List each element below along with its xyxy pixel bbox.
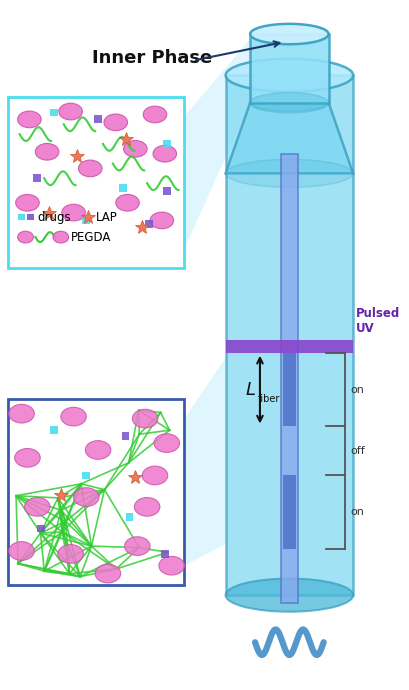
FancyBboxPatch shape <box>163 140 171 148</box>
Ellipse shape <box>25 497 50 516</box>
FancyBboxPatch shape <box>161 550 169 558</box>
Ellipse shape <box>59 104 82 120</box>
FancyBboxPatch shape <box>8 399 184 585</box>
FancyBboxPatch shape <box>50 426 58 434</box>
Ellipse shape <box>95 564 121 583</box>
Text: drugs: drugs <box>37 211 71 224</box>
Ellipse shape <box>16 195 39 211</box>
FancyBboxPatch shape <box>226 75 353 595</box>
Ellipse shape <box>9 404 34 423</box>
Ellipse shape <box>85 441 111 460</box>
FancyBboxPatch shape <box>119 184 126 192</box>
Ellipse shape <box>154 434 180 453</box>
Text: $\mathit{L}$: $\mathit{L}$ <box>245 381 256 399</box>
Text: off: off <box>350 446 365 456</box>
Ellipse shape <box>125 537 150 555</box>
Ellipse shape <box>62 204 85 221</box>
Ellipse shape <box>35 144 59 160</box>
Ellipse shape <box>58 544 83 563</box>
FancyBboxPatch shape <box>18 214 25 220</box>
Ellipse shape <box>61 407 86 426</box>
Ellipse shape <box>18 111 41 128</box>
Ellipse shape <box>159 556 184 575</box>
Text: on: on <box>350 507 364 518</box>
Text: Pulsed
UV: Pulsed UV <box>356 307 400 335</box>
Ellipse shape <box>226 59 353 92</box>
Text: PEGDA: PEGDA <box>71 230 111 244</box>
Ellipse shape <box>226 159 353 188</box>
Ellipse shape <box>104 114 128 130</box>
Ellipse shape <box>153 146 177 162</box>
Ellipse shape <box>79 160 102 177</box>
Ellipse shape <box>250 24 328 44</box>
Ellipse shape <box>116 195 139 211</box>
Text: LAP: LAP <box>96 211 118 224</box>
Ellipse shape <box>143 106 167 123</box>
FancyBboxPatch shape <box>126 513 133 520</box>
FancyBboxPatch shape <box>283 353 296 426</box>
Text: Inner Phase: Inner Phase <box>92 48 212 67</box>
Ellipse shape <box>150 212 174 229</box>
FancyBboxPatch shape <box>50 108 58 117</box>
Ellipse shape <box>250 92 328 113</box>
Ellipse shape <box>74 488 99 506</box>
Text: on: on <box>350 384 364 395</box>
FancyBboxPatch shape <box>37 524 45 533</box>
FancyBboxPatch shape <box>121 433 130 440</box>
Polygon shape <box>226 103 353 173</box>
FancyBboxPatch shape <box>27 214 34 220</box>
FancyBboxPatch shape <box>94 115 102 124</box>
Ellipse shape <box>15 448 40 467</box>
FancyBboxPatch shape <box>82 471 90 480</box>
Ellipse shape <box>142 466 168 485</box>
Ellipse shape <box>18 231 34 243</box>
Text: fiber: fiber <box>258 393 280 404</box>
Ellipse shape <box>53 231 69 243</box>
FancyBboxPatch shape <box>281 154 298 603</box>
FancyBboxPatch shape <box>34 175 41 182</box>
FancyBboxPatch shape <box>145 220 153 228</box>
Ellipse shape <box>250 94 328 111</box>
Polygon shape <box>184 39 250 249</box>
Ellipse shape <box>226 578 353 612</box>
Polygon shape <box>184 357 226 566</box>
FancyBboxPatch shape <box>8 97 184 268</box>
Ellipse shape <box>124 141 147 157</box>
FancyBboxPatch shape <box>226 340 353 353</box>
FancyBboxPatch shape <box>82 217 90 224</box>
FancyBboxPatch shape <box>163 187 171 195</box>
FancyBboxPatch shape <box>283 475 296 549</box>
Ellipse shape <box>9 542 34 560</box>
Ellipse shape <box>135 497 160 516</box>
FancyBboxPatch shape <box>250 34 328 103</box>
Ellipse shape <box>133 409 158 428</box>
